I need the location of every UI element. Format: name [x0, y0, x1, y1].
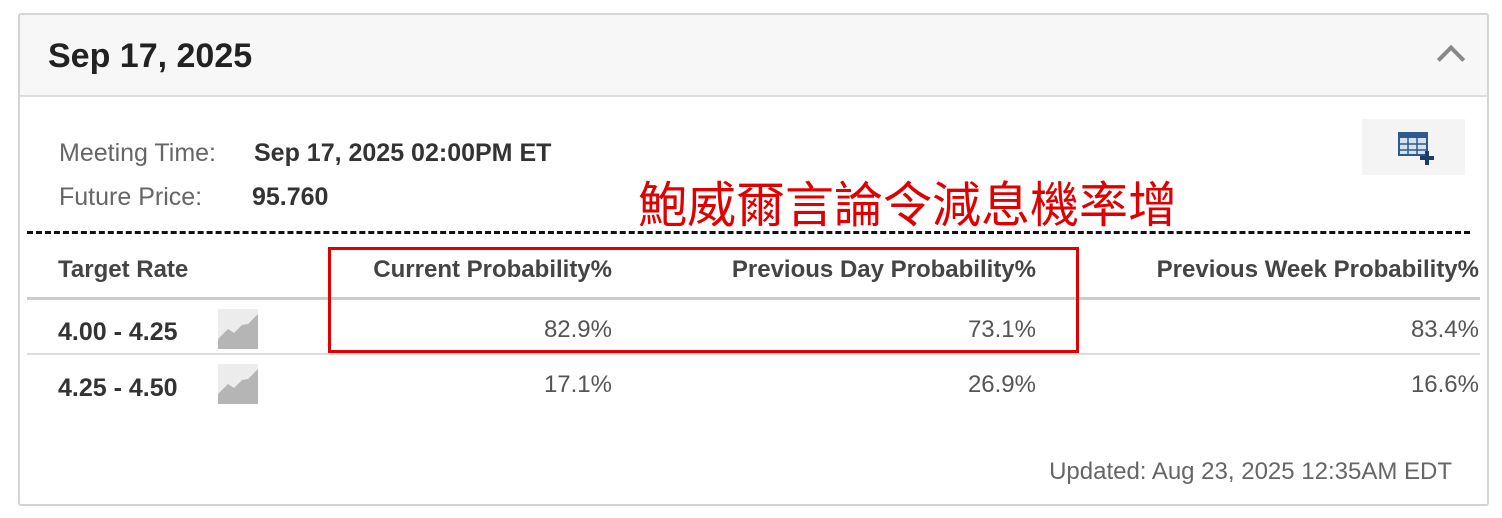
- meeting-time-value: Sep 17, 2025 02:00PM ET: [254, 139, 552, 167]
- target-rate: 4.25 - 4.50: [58, 374, 178, 402]
- annotation-text: 鮑威爾言論令減息機率增: [638, 177, 1178, 234]
- future-price-label: Future Price:: [59, 183, 203, 211]
- chart-icon[interactable]: [218, 364, 258, 404]
- dashed-divider: [27, 231, 1470, 234]
- current-probability: 17.1%: [543, 371, 612, 398]
- panel-title: Sep 17, 2025: [48, 37, 253, 75]
- future-price-value: 95.760: [252, 183, 329, 211]
- header-previous-week-probability: Previous Week Probability%: [1156, 256, 1479, 283]
- meeting-panel: Sep 17, 2025: [18, 13, 1489, 506]
- highlight-box: [328, 247, 1079, 353]
- previous-week-probability: 16.6%: [1410, 371, 1479, 398]
- previous-week-probability: 83.4%: [1410, 316, 1479, 343]
- header-divider: [27, 297, 1480, 300]
- header-target-rate: Target Rate: [58, 256, 189, 283]
- header-current-probability: Current Probability%: [373, 256, 612, 283]
- updated-timestamp: Updated: Aug 23, 2025 12:35AM EDT: [1049, 458, 1452, 485]
- previous-day-probability: 26.9%: [967, 371, 1036, 398]
- chevron-up-icon[interactable]: [1436, 44, 1466, 74]
- target-rate: 4.00 - 4.25: [58, 318, 178, 346]
- previous-day-probability: 73.1%: [967, 316, 1036, 343]
- current-probability: 82.9%: [543, 316, 612, 343]
- panel-header[interactable]: Sep 17, 2025: [20, 15, 1487, 97]
- meeting-time-label: Meeting Time:: [59, 139, 217, 167]
- export-button[interactable]: [1362, 119, 1465, 175]
- row-divider: [27, 353, 1480, 355]
- chart-icon[interactable]: [218, 309, 258, 349]
- table-add-icon: [1398, 132, 1434, 165]
- header-previous-day-probability: Previous Day Probability%: [731, 256, 1036, 283]
